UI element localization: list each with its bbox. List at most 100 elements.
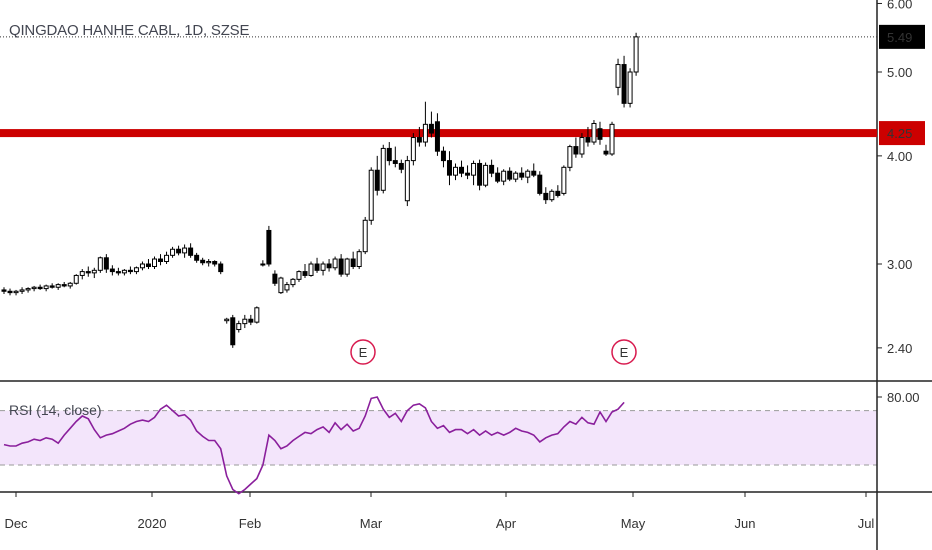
candle <box>133 267 139 273</box>
candle <box>465 172 471 176</box>
candle <box>272 273 278 284</box>
candle <box>531 170 537 176</box>
candle <box>549 190 555 201</box>
candle <box>591 122 597 143</box>
candle <box>242 318 248 325</box>
candle <box>109 268 115 273</box>
candle <box>362 219 368 253</box>
candle <box>115 271 121 274</box>
candle <box>627 71 633 104</box>
price-tick-label: 3.00 <box>887 257 912 272</box>
candle <box>91 269 97 274</box>
candle <box>428 123 434 134</box>
candle <box>507 170 513 180</box>
rsi-line <box>3 396 625 495</box>
candle <box>356 251 362 268</box>
candle <box>139 263 145 269</box>
candle <box>194 254 200 261</box>
candle <box>633 36 639 73</box>
candle <box>266 229 272 265</box>
candle <box>97 257 103 271</box>
candle <box>260 263 266 266</box>
candle <box>573 146 579 155</box>
earnings-marker-icon <box>611 339 637 365</box>
candle <box>188 247 194 256</box>
candle <box>61 284 67 287</box>
candle <box>621 64 627 104</box>
candle <box>489 164 495 174</box>
candle <box>603 150 609 155</box>
candle <box>440 150 446 162</box>
candle <box>471 162 477 176</box>
rsi-legend-label: RSI (14, close) <box>9 402 102 418</box>
candle <box>37 286 43 290</box>
candle <box>164 254 170 263</box>
candle <box>477 162 483 186</box>
candle <box>416 137 422 143</box>
rsi-tick-label: 80.00 <box>887 390 920 405</box>
candle <box>320 263 326 271</box>
candle <box>103 257 109 270</box>
candle <box>25 288 31 291</box>
candle <box>200 259 206 264</box>
candle <box>567 146 573 168</box>
candle <box>31 286 37 290</box>
candle <box>615 64 621 88</box>
candle <box>453 166 458 176</box>
candle <box>284 284 290 291</box>
candle <box>145 263 151 268</box>
time-tick-label: May <box>621 516 646 531</box>
candle <box>43 285 49 290</box>
candle <box>338 258 344 275</box>
time-tick-label: Mar <box>360 516 383 531</box>
candle <box>495 172 501 182</box>
candle <box>501 170 507 182</box>
candle <box>579 137 585 155</box>
candle <box>519 172 525 178</box>
candle <box>302 271 308 276</box>
candle <box>609 123 615 155</box>
candle <box>326 263 332 269</box>
support-price-badge <box>879 121 925 146</box>
candle <box>374 169 380 191</box>
candle <box>290 278 296 286</box>
candle <box>254 307 260 323</box>
candle <box>79 271 85 276</box>
candle <box>224 318 230 322</box>
time-tick-label: 2020 <box>138 516 167 531</box>
time-tick-label: Jun <box>735 516 756 531</box>
earnings-marker-label: E <box>359 345 368 360</box>
candle <box>410 137 416 162</box>
last-price-badge <box>879 24 925 49</box>
candle <box>459 166 465 174</box>
candle <box>67 282 73 287</box>
candle <box>7 290 13 294</box>
candle <box>296 271 302 280</box>
earnings-marker-icon <box>350 339 376 365</box>
candle <box>525 170 531 178</box>
candle <box>212 261 218 265</box>
candle <box>350 258 356 268</box>
candle <box>332 258 338 269</box>
candle <box>483 164 489 186</box>
rsi-band <box>0 410 877 465</box>
candle <box>585 137 591 143</box>
candle <box>344 258 350 275</box>
candle <box>446 160 452 176</box>
candle <box>368 169 374 221</box>
time-tick-label: Apr <box>496 516 517 531</box>
candle <box>19 289 25 292</box>
candle <box>314 263 320 271</box>
time-tick-label: Jul <box>858 516 875 531</box>
candle <box>543 192 549 201</box>
candle <box>537 174 543 194</box>
candle <box>597 128 603 140</box>
price-tick-label: 4.00 <box>887 149 912 164</box>
candle <box>49 285 55 288</box>
candle <box>555 190 561 196</box>
candle <box>386 147 392 162</box>
candle <box>1 289 7 292</box>
candle <box>422 123 428 143</box>
candle <box>127 269 133 273</box>
